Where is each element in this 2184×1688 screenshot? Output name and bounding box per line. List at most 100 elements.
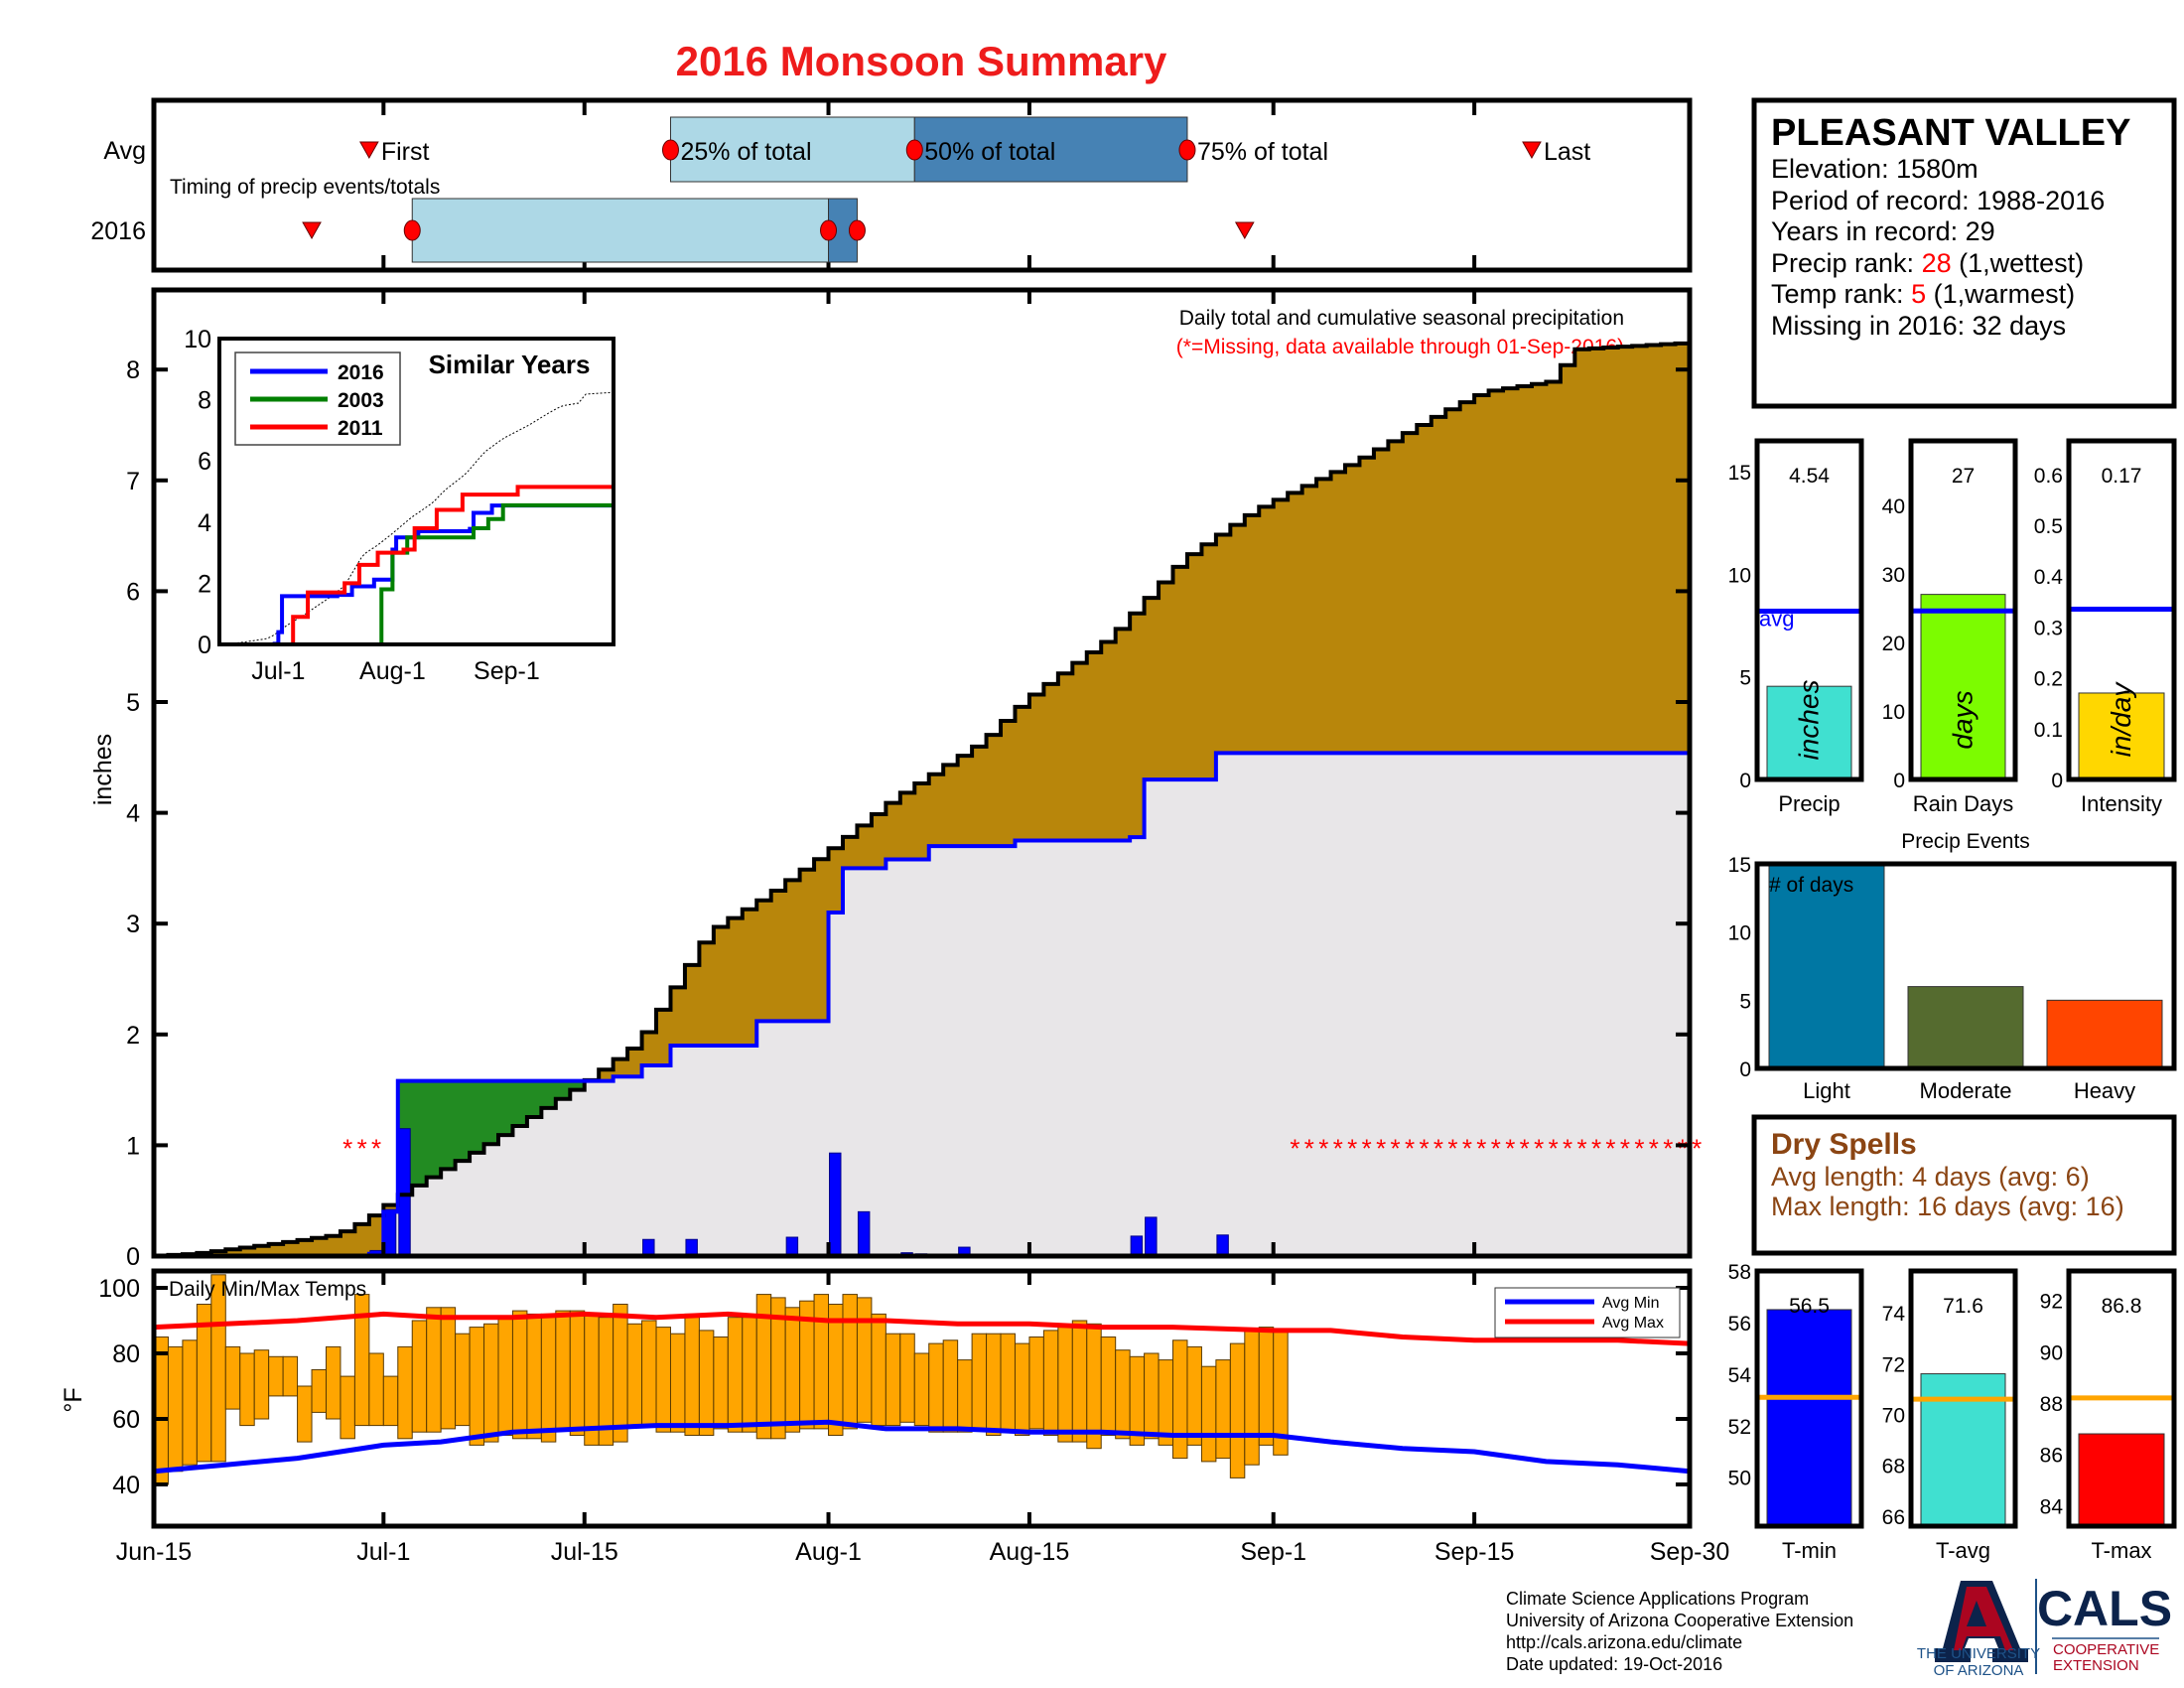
p75-marker-icon [848, 219, 866, 241]
precip-events-ylabel: # of days [1769, 874, 1853, 897]
t_avg-value: 71.6 [1943, 1295, 1983, 1318]
rain_days-bar [1920, 594, 2006, 780]
daily-temp-bar [397, 1345, 413, 1440]
y-tick-label: 2 [126, 1022, 140, 1050]
p25-marker-icon [661, 139, 679, 161]
p50-marker-icon [820, 219, 838, 241]
logo-text: CALS [2037, 1581, 2172, 1636]
daily-temp-bar [613, 1304, 628, 1443]
p25-p50-box [411, 198, 830, 263]
station-name: PLEASANT VALLEY [1771, 112, 2130, 154]
daily-temp-bar [440, 1307, 457, 1430]
daily-temp-bar [641, 1320, 657, 1427]
daily-temp-bar [698, 1330, 715, 1437]
base-area [154, 753, 1690, 1256]
p75-marker-icon [1178, 139, 1196, 161]
missing-note: (*=Missing, data available through 01-Se… [1176, 336, 1624, 358]
missing-marker: * [1605, 1133, 1615, 1163]
inset-y-tick-label: 8 [198, 387, 211, 415]
precip_total-avg-label: avg [1759, 607, 1794, 632]
missing-marker: * [1620, 1133, 1630, 1163]
category-label: Moderate [1920, 1078, 2012, 1103]
info-frame [1751, 97, 2177, 409]
daily-temp-bar [1115, 1349, 1131, 1440]
p50-marker-icon [905, 139, 923, 161]
t_min-frame [1754, 1268, 1864, 1529]
footer-credits: Climate Science Applications Program Uni… [1506, 1589, 1853, 1674]
missing-marker: * [357, 1133, 367, 1163]
p75-label: 75% of total [1197, 138, 1328, 166]
inset-x-tick-label: Jul-1 [251, 657, 305, 685]
missing-marker: * [1304, 1133, 1314, 1163]
daily-temp-bar [899, 1333, 915, 1423]
daily-precip-bar [685, 1238, 698, 1257]
dry-spells-avg-length: Avg length: 4 days (avg: 6) [1771, 1162, 2090, 1192]
y-tick-label: 5 [1739, 667, 1751, 690]
dry-spells-box: Dry Spells Avg length: 4 days (avg: 6) M… [1751, 1114, 2177, 1256]
daily-temp-bar [784, 1307, 801, 1433]
precip-chart: inches Daily total and cumulative season… [89, 287, 1702, 1271]
y-tick-label: 4 [126, 800, 140, 828]
missing-marker: * [1376, 1133, 1386, 1163]
missing-marker: * [1692, 1133, 1702, 1163]
first-marker-icon [359, 141, 379, 160]
precip-events-bar [1768, 863, 1885, 1069]
daily-temp-bar [1244, 1330, 1260, 1466]
category-label: Light [1803, 1078, 1850, 1103]
t_min-bar [1766, 1309, 1852, 1527]
daily-temp-bar [239, 1352, 255, 1427]
daily-temp-bar [253, 1349, 270, 1420]
daily-temp-bar [182, 1339, 198, 1466]
y-tick-label: 30 [1882, 564, 1905, 587]
y-tick-label: 56 [1728, 1313, 1751, 1336]
missing-marker: * [1534, 1133, 1544, 1163]
t_min-label: T-min [1782, 1538, 1837, 1563]
x-tick-label: Jul-1 [356, 1538, 410, 1566]
y-tick-label: 52 [1728, 1416, 1751, 1439]
daily-temp-bar [1186, 1345, 1202, 1446]
daily-temp-bar [224, 1345, 241, 1410]
daily-temp-bar [1229, 1342, 1246, 1478]
y-tick-label: 72 [1882, 1353, 1905, 1376]
logo-text: THE UNIVERSITY [1917, 1645, 2040, 1662]
daily-temp-bar [727, 1317, 744, 1433]
y-tick-label: 15 [1728, 462, 1751, 485]
daily-temp-bar [382, 1375, 399, 1427]
t_avg-panel: 66 68 70 72 74 71.6 T-avg [1882, 1268, 2018, 1563]
y-tick-label: 0.6 [2034, 465, 2063, 488]
daily-temp-bar [1144, 1352, 1160, 1440]
inset-y-tick-label: 10 [184, 326, 211, 353]
y-tick-label: 40 [1882, 495, 1905, 518]
x-tick-label: Sep-1 [1240, 1538, 1306, 1566]
dry-spells-title: Dry Spells [1771, 1128, 1917, 1161]
daily-temp-bar [885, 1333, 901, 1427]
daily-temp-bar [813, 1294, 830, 1430]
daily-temp-bar [1014, 1342, 1030, 1436]
temp-rank: Temp rank: 5 (1,warmest) [1771, 279, 2075, 309]
t_min-panel: 50 52 54 56 58 56.5 T-min [1728, 1261, 1864, 1563]
p50-label: 50% of total [924, 138, 1055, 166]
daily-temp-bar [971, 1333, 988, 1430]
missing-marker: * [342, 1133, 352, 1163]
y-tick-label: 0 [1739, 1058, 1751, 1081]
missing-marker: * [1549, 1133, 1559, 1163]
daily-temp-bar [167, 1345, 184, 1473]
legend-label: 2011 [338, 417, 383, 440]
y-tick-label: 15 [1728, 854, 1751, 877]
daily-temp-bar [957, 1359, 973, 1433]
precip_total-bar [1766, 685, 1852, 780]
daily-temp-bar [196, 1304, 212, 1463]
daily-temp-bar [540, 1313, 557, 1443]
figure-title: 2016 Monsoon Summary [676, 38, 1167, 84]
daily-temp-bar [569, 1310, 586, 1436]
missing-marker: * [1678, 1133, 1688, 1163]
precip_total-value: 4.54 [1789, 465, 1830, 488]
missing-marker: * [1591, 1133, 1601, 1163]
first-label: First [381, 138, 430, 166]
intensity-unit: in/day [2106, 681, 2136, 758]
daily-temp-bar [555, 1310, 571, 1430]
y-tick-label: 8 [126, 356, 140, 384]
daily-temp-bar [742, 1317, 757, 1433]
temp-frame [151, 1268, 1693, 1529]
daily-temp-bar [1100, 1336, 1117, 1436]
